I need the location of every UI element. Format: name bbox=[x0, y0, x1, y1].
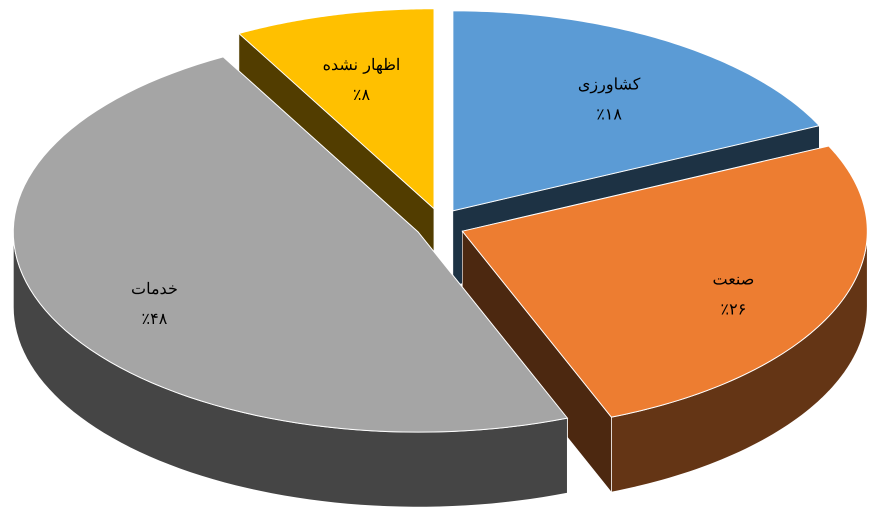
slice-top bbox=[452, 10, 821, 212]
slice-label: کشاورزی bbox=[578, 75, 641, 94]
slice bbox=[12, 56, 569, 508]
slice-top bbox=[12, 56, 569, 433]
slice-top bbox=[461, 145, 868, 418]
slice-value-label: ٪۴۸ bbox=[142, 309, 168, 328]
slice-label: خدمات bbox=[131, 279, 178, 298]
slice-value-label: ٪۱۸ bbox=[596, 105, 622, 124]
slice-label: صنعت bbox=[713, 270, 755, 289]
slice bbox=[461, 145, 868, 493]
slice-top bbox=[237, 8, 435, 210]
slice-value-label: ٪۲۶ bbox=[721, 300, 747, 319]
slice-value-label: ٪۸ bbox=[353, 85, 371, 104]
slice-label: اظهار نشده bbox=[323, 55, 401, 74]
